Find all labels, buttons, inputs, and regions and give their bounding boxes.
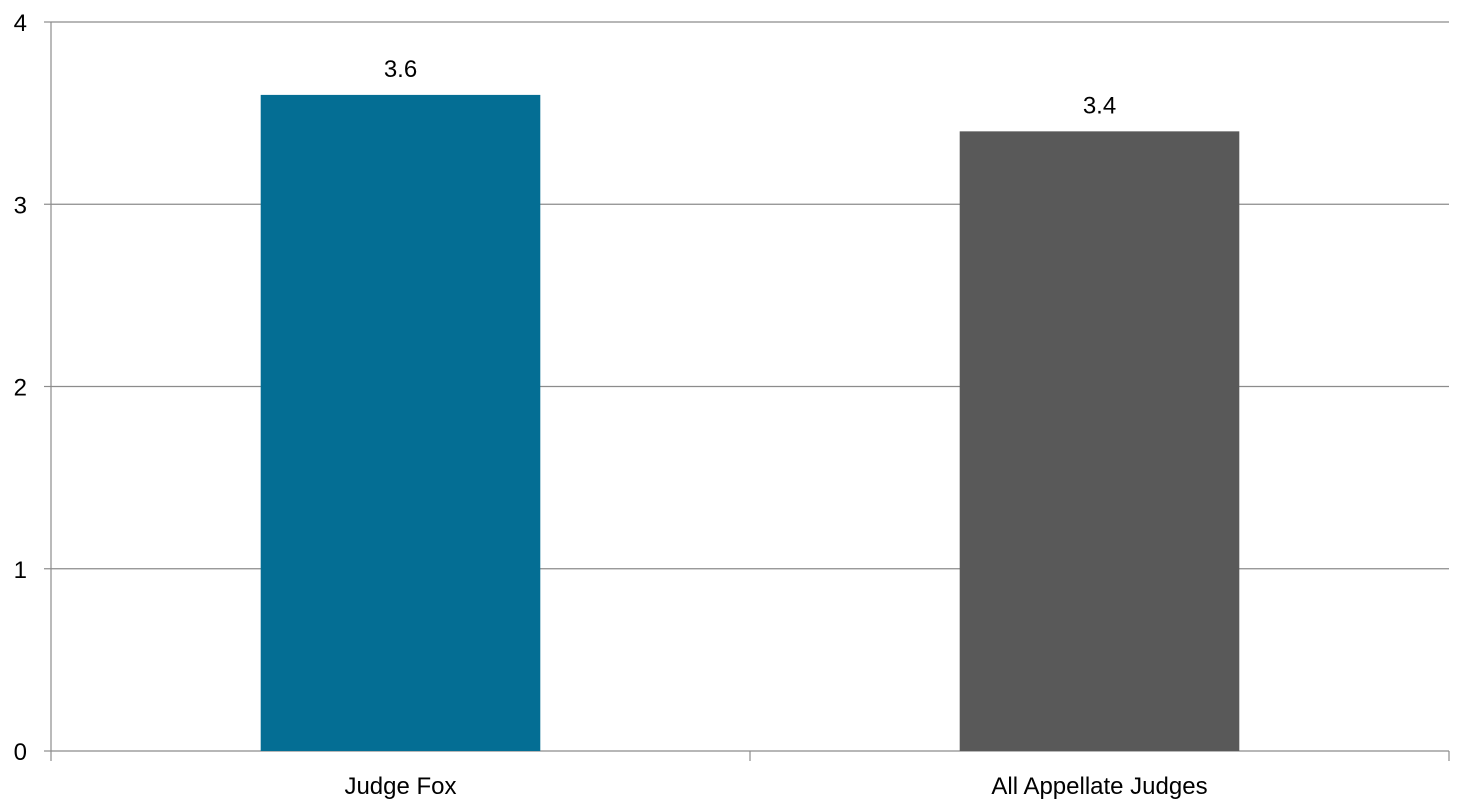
y-tick-label: 2 xyxy=(14,375,27,402)
y-tick-label: 1 xyxy=(14,557,27,584)
y-tick-label: 3 xyxy=(14,192,27,219)
data-label: 3.4 xyxy=(1083,92,1116,119)
bars xyxy=(260,94,1240,752)
data-label: 3.6 xyxy=(384,56,417,83)
bar-all-appellate-judges xyxy=(959,131,1240,752)
x-category-label: Judge Fox xyxy=(344,773,456,800)
y-tick-label: 4 xyxy=(14,10,27,37)
bar-judge-fox xyxy=(260,94,541,751)
y-tick-label: 0 xyxy=(14,739,27,766)
labels: 0 1 2 3 4 3.6 Judge Fox 3.4 All Appellate Judges xyxy=(14,10,1208,800)
x-category-label: All Appellate Judges xyxy=(991,773,1207,800)
